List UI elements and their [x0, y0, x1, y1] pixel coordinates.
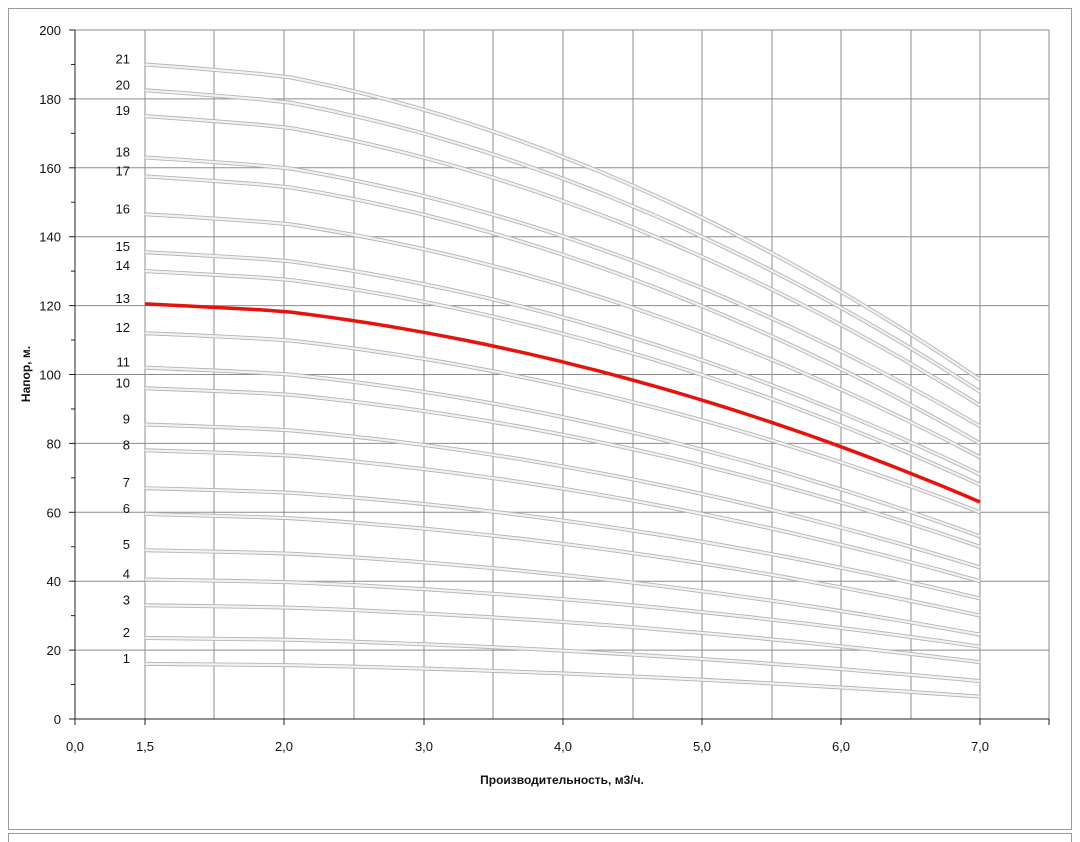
series-line-9: [144, 423, 981, 569]
series-label-13: 13: [116, 291, 130, 306]
x-tick-label: 7,0: [971, 739, 989, 754]
x-axis-title: Производительность, м3/ч.: [480, 773, 644, 787]
x-tick-label: 6,0: [832, 739, 850, 754]
series-line-4: [144, 578, 981, 648]
chart-frame-bottom-edge: [8, 833, 1072, 842]
x-tick-label: 2,0: [275, 739, 293, 754]
y-tick-label: 60: [47, 505, 61, 520]
series-label-6: 6: [123, 501, 130, 516]
series-label-21: 21: [116, 51, 130, 66]
axes: [69, 29, 1050, 725]
series-label-18: 18: [116, 144, 130, 159]
series-line-5: [144, 549, 981, 636]
y-tick-label: 100: [39, 368, 61, 383]
series-line-13: [144, 302, 981, 504]
series-label-3: 3: [123, 592, 130, 607]
series-label-15: 15: [116, 239, 130, 254]
y-tick-label: 180: [39, 92, 61, 107]
series-line-2: [144, 636, 981, 683]
series-line-15: [144, 251, 981, 476]
series-label-20: 20: [116, 77, 130, 92]
series-label-12: 12: [116, 320, 130, 335]
y-tick-label: 200: [39, 23, 61, 38]
series-line-11: [144, 366, 981, 538]
x-tick-label: 0,0: [66, 739, 84, 754]
series-line-1: [144, 662, 981, 698]
series-label-14: 14: [116, 258, 130, 273]
series-line-21: [144, 63, 981, 381]
y-tick-label: 20: [47, 643, 61, 658]
series-label-10: 10: [116, 375, 130, 390]
chart-frame: [8, 8, 1072, 830]
y-tick-label: 0: [54, 712, 61, 727]
series-label-1: 1: [123, 651, 130, 666]
series-line-20: [144, 89, 981, 393]
x-tick-label: 3,0: [415, 739, 433, 754]
series-label-8: 8: [123, 437, 130, 452]
series-label-5: 5: [123, 537, 130, 552]
series-line-3: [144, 604, 981, 664]
y-tick-label: 140: [39, 230, 61, 245]
series-line-7: [144, 487, 981, 600]
x-tick-label: 5,0: [693, 739, 711, 754]
series-line-16: [144, 213, 981, 459]
series-line-17: [144, 175, 981, 445]
series-line-10: [144, 387, 981, 548]
series-line-18: [144, 156, 981, 428]
series-label-19: 19: [116, 103, 130, 118]
series-line-6: [144, 512, 981, 617]
grid-lines: [74, 29, 1050, 720]
series-label-2: 2: [123, 625, 130, 640]
series-label-16: 16: [116, 201, 130, 216]
series-line-14: [144, 270, 981, 486]
x-tick-label: 4,0: [554, 739, 572, 754]
x-tick-label: 1,5: [136, 739, 154, 754]
series-line-12: [144, 332, 981, 514]
curves: [144, 62, 982, 699]
series-label-11: 11: [117, 355, 131, 370]
y-tick-label: 120: [39, 299, 61, 314]
series-line-8: [144, 449, 981, 583]
series-line-19: [144, 115, 981, 407]
series-label-7: 7: [123, 475, 130, 490]
y-tick-label: 160: [39, 161, 61, 176]
y-tick-label: 40: [47, 574, 61, 589]
y-tick-label: 80: [47, 436, 61, 451]
y-axis-title: Напор, м.: [19, 346, 33, 402]
series-label-9: 9: [123, 411, 130, 426]
series-label-4: 4: [123, 566, 130, 581]
series-label-17: 17: [116, 163, 130, 178]
